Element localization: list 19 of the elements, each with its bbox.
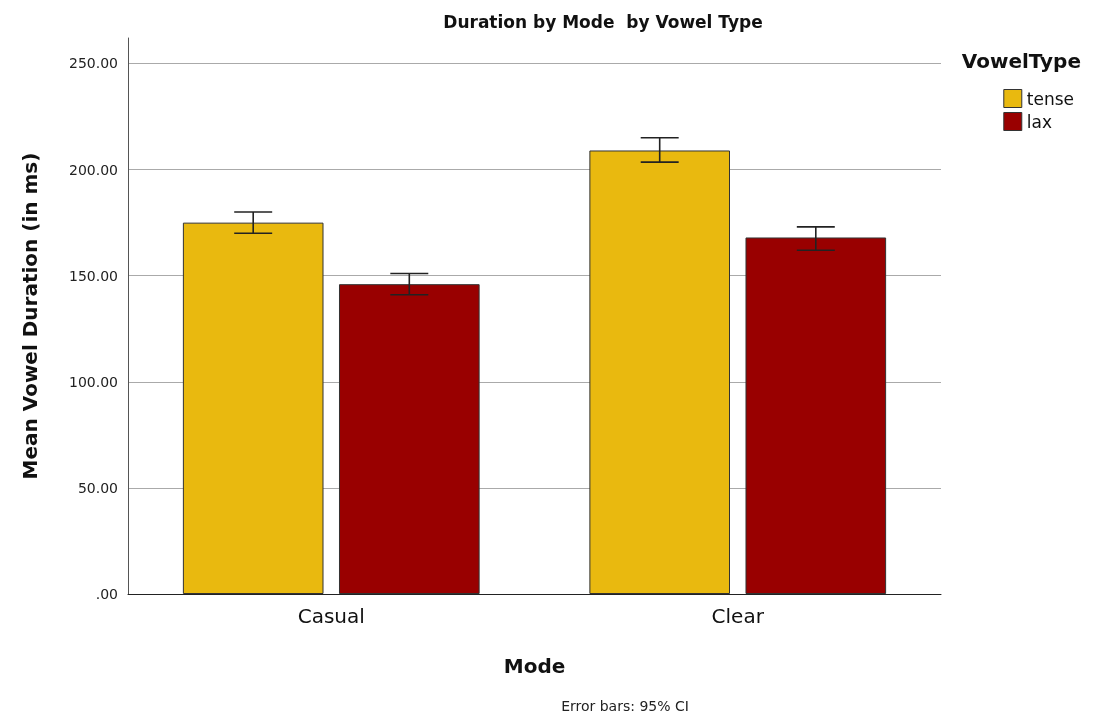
y-tick-label: 100.00	[69, 373, 118, 390]
x-axis-title: Mode	[503, 654, 566, 678]
bar	[182, 222, 324, 594]
chart-title: Duration by Mode by Vowel Type	[443, 11, 763, 32]
x-tick-label: Casual	[297, 604, 365, 628]
y-tick-label: 150.00	[69, 267, 118, 284]
legend-title: VowelType	[961, 49, 1082, 73]
legend-label: tense	[1026, 88, 1074, 109]
y-axis-title: Mean Vowel Duration (in ms)	[18, 152, 42, 480]
y-tick-label: .00	[95, 586, 118, 602]
y-tick-label: 50.00	[77, 479, 118, 496]
bar	[745, 237, 887, 594]
legend-label: lax	[1026, 111, 1052, 132]
bar	[589, 150, 731, 594]
text: Error bars: 95% CI	[561, 698, 689, 714]
y-tick-label: 250.00	[69, 55, 118, 72]
x-tick-label: Clear	[711, 604, 765, 628]
bar	[338, 284, 480, 594]
y-tick-label: 200.00	[69, 161, 118, 178]
